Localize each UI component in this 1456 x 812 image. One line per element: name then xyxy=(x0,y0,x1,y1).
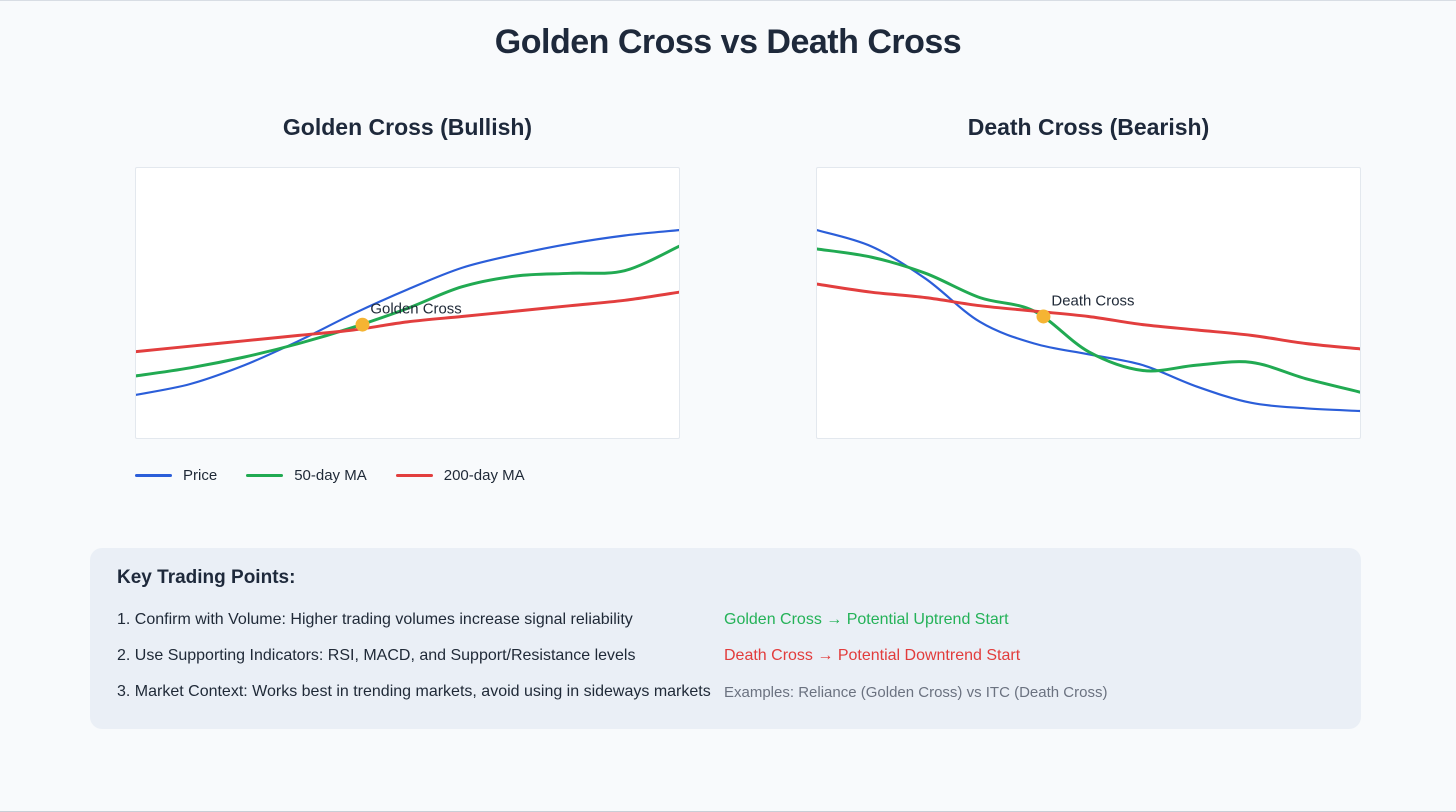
series-line-200-day-ma xyxy=(817,282,1360,351)
chart-legend: Price 50-day MA 200-day MA xyxy=(135,467,680,484)
ma200-line-swatch xyxy=(395,473,433,478)
series-line-50-day-ma xyxy=(817,247,1360,394)
death-cross-chart-title: Death Cross (Bearish) xyxy=(967,114,1210,140)
legend-item-price: Price xyxy=(135,467,217,484)
death-cross-chart-section: Death Cross (Bearish) Death Cross xyxy=(816,113,1361,439)
death-cross-chart: Death Cross xyxy=(817,229,1360,413)
series-line-price xyxy=(136,229,679,396)
cross-annotation-label: Death Cross xyxy=(1051,294,1134,310)
legend-label-50day-ma: 50-day MA xyxy=(294,467,367,484)
series-line-price xyxy=(817,229,1360,413)
price-line-swatch xyxy=(135,473,172,478)
examples-note: Examples: Reliance (Golden Cross) vs ITC… xyxy=(724,683,1108,701)
trading-point-2: 2. Use Supporting Indicators: RSI, MACD,… xyxy=(117,647,636,664)
cross-annotation-label: Golden Cross xyxy=(370,302,461,318)
legend-label-price: Price xyxy=(183,467,218,484)
death-cross-signal: Death Cross → Potential Downtrend Start xyxy=(724,647,1021,664)
cross-marker-dot xyxy=(1036,309,1051,324)
golden-cross-chart: Golden Cross xyxy=(136,229,679,396)
key-trading-points-heading: Key Trading Points: xyxy=(117,567,296,588)
golden-cross-chart-title: Golden Cross (Bullish) xyxy=(282,114,533,140)
legend-item-200day-ma: 200-day MA xyxy=(395,467,525,484)
series-line-200-day-ma xyxy=(136,290,679,354)
legend-item-50day-ma: 50-day MA xyxy=(246,467,367,484)
golden-cross-signal: Golden Cross → Potential Uptrend Start xyxy=(724,611,1009,628)
legend-label-200day-ma: 200-day MA xyxy=(443,467,525,484)
trading-point-1: 1. Confirm with Volume: Higher trading v… xyxy=(117,611,633,628)
golden-cross-chart-panel: Golden Cross xyxy=(135,167,680,439)
key-trading-points-grid: 1. Confirm with Volume: Higher trading v… xyxy=(117,602,1334,710)
trading-point-3: 3. Market Context: Works best in trendin… xyxy=(117,683,711,700)
death-cross-chart-panel: Death Cross xyxy=(816,167,1361,439)
ma50-line-swatch xyxy=(246,473,284,478)
series-line-50-day-ma xyxy=(136,244,679,378)
cross-marker-dot xyxy=(355,317,370,332)
golden-cross-chart-section: Golden Cross (Bullish) Golden Cross Pric… xyxy=(135,113,680,484)
key-trading-points-box: Key Trading Points: 1. Confirm with Volu… xyxy=(90,548,1361,729)
page-title: Golden Cross vs Death Cross xyxy=(494,23,962,61)
